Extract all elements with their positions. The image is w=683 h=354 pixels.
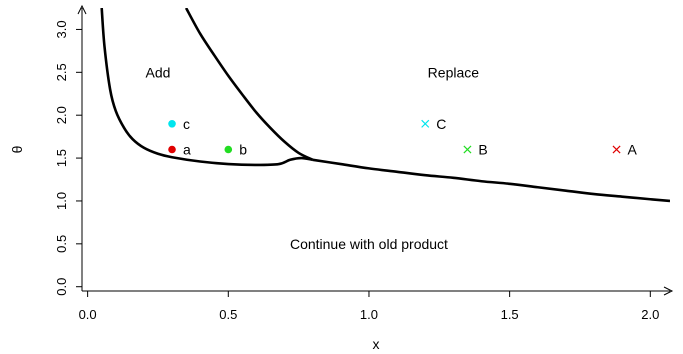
point-marker-B (463, 145, 472, 154)
point-label-B: B (478, 142, 487, 158)
point-label-c: c (183, 116, 190, 132)
x-tick-label: 1.5 (501, 307, 519, 322)
region-label: Add (146, 64, 171, 80)
boundary-curve-1 (100, 8, 313, 167)
x-axis-arrow-icon (663, 286, 674, 296)
x-tick-label: 1.0 (360, 307, 378, 322)
point-marker-A (612, 145, 621, 154)
region-label: Continue with old product (290, 236, 448, 252)
x-tick-label: 0.0 (79, 307, 97, 322)
point-label-b: b (239, 142, 247, 158)
boundary-curve-2 (184, 8, 314, 161)
y-tick-label: 1.5 (54, 149, 69, 167)
point-marker-c (168, 119, 176, 128)
y-tick-label: 1.0 (54, 192, 69, 210)
y-tick-label: 2.0 (54, 106, 69, 124)
y-tick-label: 2.5 (54, 63, 69, 81)
point-label-A: A (628, 142, 638, 158)
point-label-a: a (183, 142, 191, 158)
y-tick-label: 0.0 (54, 278, 69, 296)
point-label-C: C (436, 116, 446, 132)
y-tick-label: 0.5 (54, 235, 69, 253)
x-axis-title: x (373, 336, 380, 352)
y-tick-label: 3.0 (54, 20, 69, 38)
boundary-curve-3 (312, 158, 670, 203)
y-axis-arrow-icon (77, 4, 87, 15)
x-tick-label: 2.0 (641, 307, 659, 322)
region-label: Replace (428, 64, 480, 80)
point-marker-a (168, 145, 176, 154)
point-marker-C (421, 119, 430, 128)
y-axis-title: θ (9, 145, 25, 153)
x-tick-label: 0.5 (219, 307, 237, 322)
point-marker-b (224, 145, 233, 154)
